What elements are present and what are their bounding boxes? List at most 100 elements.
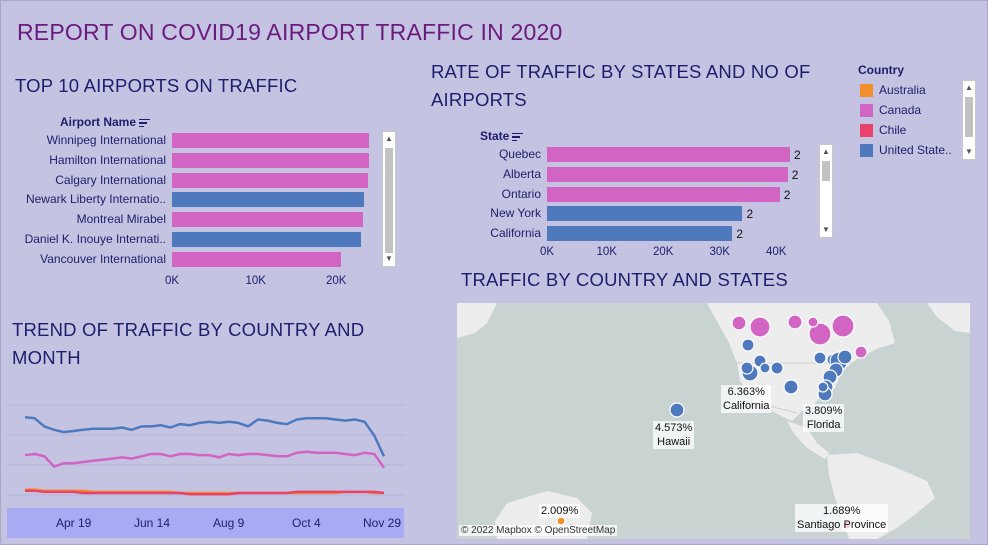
top10-bar[interactable] <box>172 251 342 267</box>
trend-chart[interactable] <box>7 383 404 538</box>
state-bar[interactable] <box>547 147 790 162</box>
scroll-thumb[interactable] <box>965 97 973 137</box>
trend-xtick-label: Jun 14 <box>134 516 171 530</box>
top10-label: Hamilton International <box>49 152 166 167</box>
states-heading-line1: RATE OF TRAFFIC BY STATES AND NO OF <box>431 61 811 82</box>
name-florida: Florida <box>806 419 841 431</box>
top10-bar[interactable] <box>172 152 370 168</box>
sort-icon[interactable] <box>512 132 524 142</box>
asia-landmass <box>457 303 497 338</box>
top10-scrollbar[interactable]: ▲ ▼ <box>382 131 396 267</box>
scroll-up-icon[interactable]: ▲ <box>965 83 973 92</box>
scroll-down-icon[interactable]: ▼ <box>385 254 393 263</box>
trend-line-canada[interactable] <box>24 450 386 469</box>
scroll-down-icon[interactable]: ▼ <box>822 225 830 234</box>
legend-item[interactable]: United State.. <box>860 143 952 158</box>
map-dot[interactable] <box>854 345 868 359</box>
scroll-up-icon[interactable]: ▲ <box>385 134 393 143</box>
map-attribution[interactable]: © 2022 Mapbox © OpenStreetMap <box>459 525 618 536</box>
map-dot[interactable] <box>813 351 827 365</box>
state-label: Quebec <box>498 147 541 161</box>
top10-col-header[interactable]: Airport Name <box>60 115 151 129</box>
traffic-map[interactable]: 6.363% California 3.809% Florida 4.573% Haw… <box>457 303 970 539</box>
map-label-australia: 2.009% <box>539 504 581 518</box>
top10-tick-label: 0K <box>165 275 180 287</box>
trend-xtick-label: Nov 29 <box>363 516 402 530</box>
state-bar[interactable] <box>547 186 780 202</box>
top10-label: Calgary International <box>55 172 166 187</box>
states-scrollbar[interactable]: ▲ ▼ <box>819 144 833 238</box>
state-tick-label: 10K <box>596 246 617 258</box>
top10-heading: TOP 10 AIRPORTS ON TRAFFIC <box>15 75 298 96</box>
map-dot[interactable] <box>831 314 855 338</box>
legend-item[interactable]: Chile <box>860 123 907 138</box>
name-santiago: Santiago Province <box>797 519 887 531</box>
state-airport-count: 2 <box>746 207 754 222</box>
page-title: REPORT ON COVID19 AIRPORT TRAFFIC IN 202… <box>17 19 563 45</box>
legend-item[interactable]: Canada <box>860 103 921 118</box>
trend-line-united-states[interactable] <box>24 415 386 457</box>
top10-bar[interactable] <box>172 192 365 208</box>
scroll-thumb[interactable] <box>822 161 830 181</box>
map-dot[interactable] <box>808 322 832 346</box>
state-tick-label: 40K <box>766 246 787 258</box>
state-airport-count: 2 <box>793 148 801 162</box>
map-dot[interactable] <box>759 362 771 374</box>
map-dot[interactable] <box>770 361 784 375</box>
top10-bar[interactable] <box>172 212 363 228</box>
scroll-up-icon[interactable]: ▲ <box>822 147 830 156</box>
top10-bar[interactable] <box>172 133 370 148</box>
legend-title: Country <box>858 63 904 77</box>
top10-bar[interactable] <box>172 172 368 188</box>
legend-item[interactable]: Australia <box>860 83 926 98</box>
scroll-thumb[interactable] <box>385 148 393 253</box>
pct-florida: 3.809% <box>805 405 843 417</box>
top10-bar[interactable] <box>172 232 362 247</box>
name-california: California <box>723 400 770 412</box>
states-col-header[interactable]: State <box>480 129 524 143</box>
trend-line-chile[interactable] <box>25 489 385 496</box>
map-heading: TRAFFIC BY COUNTRY AND STATES <box>461 269 788 290</box>
map-dot[interactable] <box>817 381 829 393</box>
trend-heading-line1: TREND OF TRAFFIC BY COUNTRY AND <box>12 319 365 340</box>
state-bar[interactable] <box>547 226 733 242</box>
legend-label: Australia <box>879 83 926 97</box>
map-label-santiago: 1.689% Santiago Province <box>795 504 889 532</box>
map-dot[interactable] <box>837 349 853 365</box>
map-dot[interactable] <box>807 316 819 328</box>
map-dot[interactable] <box>740 361 754 375</box>
top10-label: Vancouver International <box>40 251 166 266</box>
top10-label: Montreal Mirabel <box>76 212 166 227</box>
sort-icon[interactable] <box>139 118 151 128</box>
map-dot[interactable] <box>787 314 803 330</box>
map-dot[interactable] <box>741 338 755 352</box>
map-dot[interactable] <box>749 316 771 338</box>
top10-tick-label: 20K <box>326 275 347 287</box>
scroll-down-icon[interactable]: ▼ <box>965 147 973 156</box>
state-bar[interactable] <box>547 166 788 182</box>
central-america-landmass <box>787 421 829 459</box>
trend-xtick-label: Aug 9 <box>213 516 245 530</box>
pct-santiago: 1.689% <box>822 505 861 517</box>
state-label: New York <box>490 206 541 221</box>
states-heading: RATE OF TRAFFIC BY STATES AND NO OF AIRP… <box>431 58 810 114</box>
state-tick-label: 20K <box>653 246 674 258</box>
state-tick-label: 0K <box>540 246 555 258</box>
pct-australia: 2.009% <box>541 505 579 517</box>
top10-label: Winnipeg International <box>46 133 166 147</box>
state-bar[interactable] <box>547 206 743 222</box>
top10-label: Daniel K. Inouye Internati.. <box>24 232 166 246</box>
map-dot[interactable] <box>556 516 566 526</box>
map-dot[interactable] <box>669 402 685 418</box>
trend-axis-band <box>7 508 404 538</box>
legend-label: Chile <box>879 123 907 137</box>
trend-heading-line2: MONTH <box>12 347 81 368</box>
map-dot[interactable] <box>783 379 799 395</box>
map-land <box>457 303 970 539</box>
legend-swatch <box>860 144 873 158</box>
state-airport-count: 2 <box>736 227 743 242</box>
greenland-landmass <box>927 303 970 333</box>
map-dot[interactable] <box>731 315 747 331</box>
legend-scrollbar[interactable]: ▲ ▼ <box>962 80 976 160</box>
map-label-california: 6.363% California <box>721 385 772 413</box>
